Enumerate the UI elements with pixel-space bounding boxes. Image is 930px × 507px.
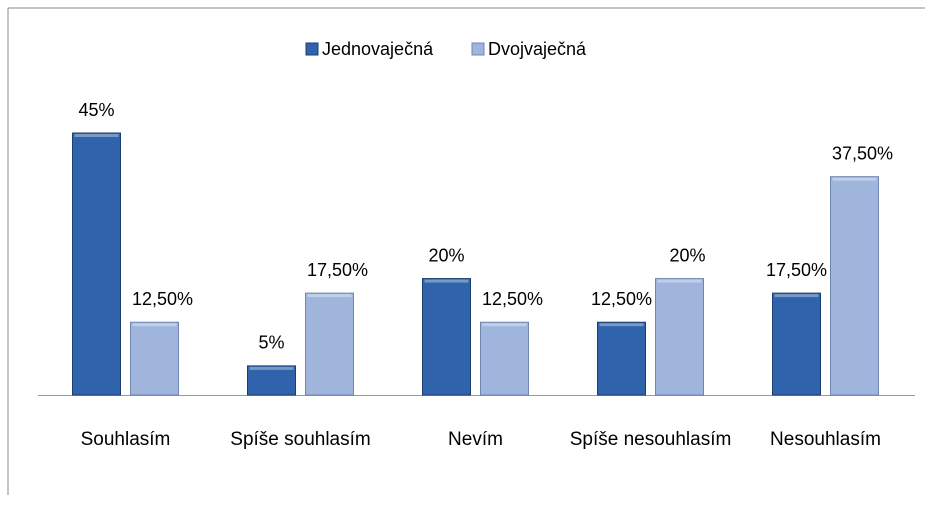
x-tick-label: Nevím [448, 429, 503, 450]
bar-highlight [132, 323, 177, 327]
legend-label: Jednovaječná [322, 39, 434, 59]
bar [830, 176, 879, 396]
data-label: 45% [78, 100, 114, 120]
bar [422, 278, 471, 396]
data-label: 37,50% [832, 143, 893, 163]
legend-label: Dvojvaječná [488, 39, 587, 59]
bar-highlight [307, 294, 352, 298]
x-tick-label: Nesouhlasím [770, 429, 881, 450]
bar [247, 365, 296, 396]
bar-highlight [424, 279, 469, 283]
bar [772, 292, 821, 396]
bar [72, 132, 121, 396]
data-label: 17,50% [307, 260, 368, 280]
data-label: 20% [428, 245, 464, 265]
bar [597, 321, 646, 396]
legend-swatch [305, 42, 319, 56]
x-tick-label: Spíše souhlasím [230, 429, 371, 450]
data-label: 17,50% [766, 260, 827, 280]
x-tick-label: Souhlasím [80, 429, 171, 450]
legend-swatch [471, 42, 485, 56]
bar-highlight [657, 279, 702, 283]
x-tick-label: Spíše nesouhlasím [569, 429, 732, 450]
bar-highlight [774, 294, 819, 298]
bar-highlight [599, 323, 644, 327]
bar [305, 292, 354, 396]
data-label: 12,50% [132, 289, 193, 309]
bar-highlight [832, 177, 877, 181]
bar-highlight [482, 323, 527, 327]
bar-highlight [249, 366, 294, 370]
data-label: 5% [258, 333, 284, 353]
bar [655, 278, 704, 396]
data-label: 20% [669, 245, 705, 265]
bar [130, 321, 179, 396]
data-label: 12,50% [591, 289, 652, 309]
bar [480, 321, 529, 396]
data-label: 12,50% [482, 289, 543, 309]
bar-highlight [74, 134, 119, 137]
